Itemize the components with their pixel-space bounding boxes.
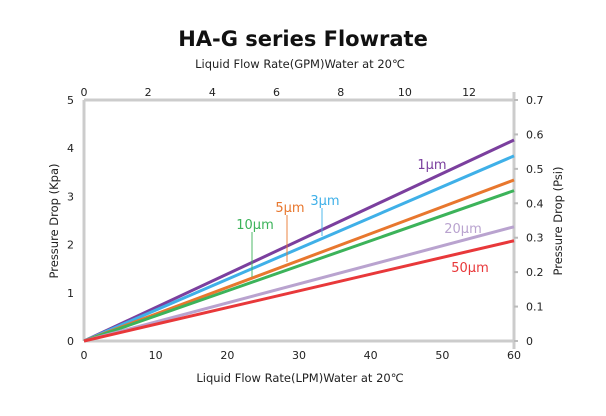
y2-axis-label: Pressure Drop (Psi) [551, 167, 565, 276]
x2-tick-label: 4 [209, 86, 216, 99]
y-axis-label: Pressure Drop (Kpa) [47, 164, 61, 279]
y2-tick-label: 0.3 [526, 232, 544, 245]
x-tick-label: 20 [220, 349, 234, 362]
x2-tick-label: 0 [81, 86, 88, 99]
series-line-50um [83, 239, 515, 343]
x2-axis-label: Liquid Flow Rate(GPM)Water at 20℃ [195, 57, 405, 71]
y2-tick-label: 0.5 [526, 163, 544, 176]
x-tick-label: 10 [149, 349, 163, 362]
x2-tick-label: 6 [273, 86, 280, 99]
y2-tick-label: 0.6 [526, 128, 544, 141]
series-line-3um [83, 154, 515, 343]
series-label: 20µm [444, 222, 481, 237]
y-tick-label: 2 [67, 239, 74, 252]
series-label: 10µm [236, 218, 273, 233]
series-line-10um [83, 189, 515, 343]
series-line-20um [83, 225, 515, 343]
y-tick-label: 3 [67, 190, 74, 203]
x2-tick-label: 10 [398, 86, 412, 99]
y2-tick-label: 0.7 [526, 94, 544, 107]
y2-tick-label: 0.4 [526, 197, 544, 210]
y-tick-label: 4 [67, 142, 74, 155]
series-label: 3µm [310, 194, 339, 209]
x-tick-label: 50 [435, 349, 449, 362]
x-tick-label: 40 [364, 349, 378, 362]
x-tick-label: 60 [507, 349, 521, 362]
series-label: 1µm [417, 158, 446, 173]
y2-tick-label: 0 [526, 335, 533, 348]
x2-tick-label: 12 [462, 86, 476, 99]
y-tick-label: 1 [67, 287, 74, 300]
y2-tick-label: 0.1 [526, 301, 544, 314]
series-line-5um [83, 178, 515, 343]
chart-title: HA-G series Flowrate [178, 27, 428, 51]
series-label: 5µm [275, 201, 304, 216]
x2-tick-label: 8 [337, 86, 344, 99]
x-tick-label: 0 [81, 349, 88, 362]
x-axis-label: Liquid Flow Rate(LPM)Water at 20℃ [196, 371, 403, 385]
y-tick-label: 0 [67, 335, 74, 348]
x-tick-label: 30 [292, 349, 306, 362]
series-label: 50µm [451, 261, 488, 276]
x2-tick-label: 2 [145, 86, 152, 99]
series-line-1um [83, 138, 515, 343]
y-tick-label: 5 [67, 94, 74, 107]
y2-tick-label: 0.2 [526, 266, 544, 279]
